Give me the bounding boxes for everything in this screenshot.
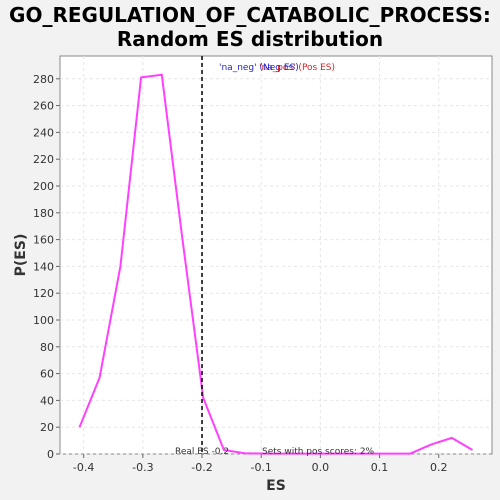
y-tick-label: 200 (33, 180, 54, 193)
x-tick-label: -0.3 (132, 461, 153, 474)
y-tick-label: 20 (40, 421, 54, 434)
y-tick-label: 280 (33, 73, 54, 86)
legend-neg-entry: 'na_neg' (Neg ES) (219, 63, 299, 73)
x-axis-label: ES (266, 478, 286, 494)
y-axis-label: P(ES) (13, 234, 29, 277)
y-axis-ticks: 0 20 40 60 80 100 120 140 160 180 200 220 240 260 280 (33, 73, 60, 461)
y-tick-label: 180 (33, 207, 54, 220)
y-tick-label: 160 (33, 234, 54, 247)
y-tick-label: 120 (33, 287, 54, 300)
y-tick-label: 100 (33, 314, 54, 327)
series-line (78, 73, 474, 455)
x-tick-label: 0.2 (430, 461, 448, 474)
x-tick-label: -0.2 (191, 461, 212, 474)
x-axis-ticks: -0.4 -0.3 -0.2 -0.1 0.0 0.1 0.2 (73, 454, 448, 474)
y-tick-label: 260 (33, 100, 54, 113)
chart-title-line1: GO_REGULATION_OF_CATABOLIC_PROCESS: (9, 3, 491, 27)
plot-area (59, 55, 493, 455)
real-es-label: Real ES -0.2 (175, 447, 229, 457)
y-tick-label: 140 (33, 260, 54, 273)
grid (60, 56, 492, 455)
x-tick-label: 0.1 (371, 461, 389, 474)
x-tick-label: -0.1 (250, 461, 271, 474)
y-tick-label: 0 (47, 448, 54, 461)
y-tick-label: 60 (40, 368, 54, 381)
x-tick-label: -0.4 (73, 461, 94, 474)
y-tick-label: 240 (33, 126, 54, 139)
chart-title: GO_REGULATION_OF_CATABOLIC_PROCESS: Rand… (0, 3, 500, 51)
y-tick-label: 40 (40, 394, 54, 407)
legend-pos-entry: 'na_pos' (Pos ES) (259, 63, 335, 73)
chart-title-line2: Random ES distribution (116, 27, 384, 51)
y-tick-label: 220 (33, 153, 54, 166)
y-tick-label: 80 (40, 341, 54, 354)
x-tick-label: 0.0 (312, 461, 330, 474)
pos-scores-label: Sets with pos scores: 2% (262, 447, 375, 457)
series-group (78, 73, 474, 455)
